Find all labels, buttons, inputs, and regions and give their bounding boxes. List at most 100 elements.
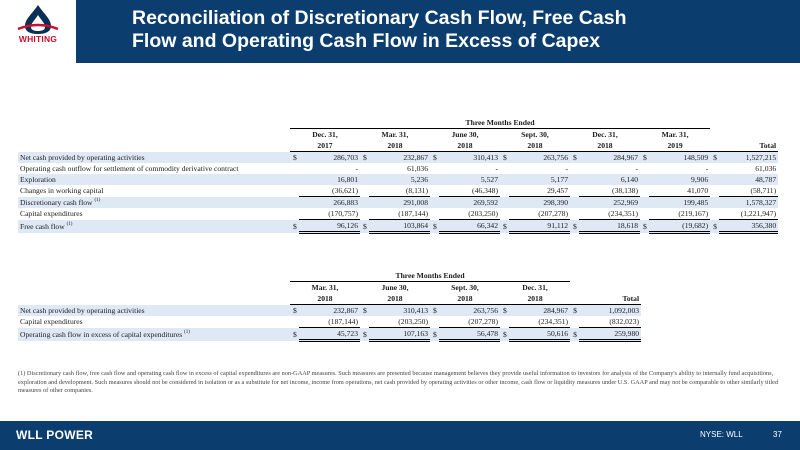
currency-symbol xyxy=(430,185,439,197)
currency-symbol: $ xyxy=(430,327,439,341)
table2-group-header-row: Three Months Ended xyxy=(18,270,641,282)
table-cell: (187,144) xyxy=(299,316,360,328)
currency-symbol xyxy=(360,185,369,197)
currency-symbol xyxy=(710,196,720,208)
currency-symbol xyxy=(360,208,369,220)
row-label-text: Discretionary cash flow xyxy=(20,197,93,207)
table-cell: (170,757) xyxy=(299,208,360,220)
currency-symbol xyxy=(430,208,439,220)
table2-col-year: 2018 xyxy=(430,293,500,305)
footnote-marker: (1) xyxy=(94,197,101,203)
currency-symbol xyxy=(710,174,720,185)
row-label: Net cash provided by operating activitie… xyxy=(18,304,290,316)
currency-symbol xyxy=(500,174,509,185)
currency-symbol xyxy=(290,196,299,208)
table2-col-header: Dec. 31, xyxy=(522,283,548,292)
currency-symbol: $ xyxy=(710,151,720,163)
table-row: Changes in working capital (36,621) (8,131… xyxy=(18,185,779,197)
table1-col-year: 2019 xyxy=(640,140,711,152)
currency-symbol xyxy=(570,174,579,185)
currency-symbol xyxy=(430,163,439,174)
currency-symbol: $ xyxy=(570,304,580,316)
table2-col-year: 2018 xyxy=(360,293,430,305)
title-line-1: Reconciliation of Discretionary Cash Flo… xyxy=(132,7,627,29)
currency-symbol xyxy=(640,196,649,208)
currency-symbol: $ xyxy=(360,304,369,316)
table-cell: 232,867 xyxy=(369,151,430,163)
table-cell: 284,967 xyxy=(579,151,640,163)
currency-symbol: $ xyxy=(500,151,509,163)
row-label-text: Net cash provided by operating activitie… xyxy=(20,152,145,162)
row-label-text: Capital expenditures xyxy=(20,317,83,327)
footnote: (1) Discretionary cash flow, free cash f… xyxy=(18,370,779,394)
table-cell: (219,167) xyxy=(649,208,711,220)
table-cell: (36,621) xyxy=(299,185,360,197)
currency-symbol xyxy=(290,185,299,197)
currency-symbol xyxy=(640,185,649,197)
table2-col-year: 2018 xyxy=(500,293,571,305)
currency-symbol xyxy=(360,196,369,208)
table1-col-header: Mar. 31, xyxy=(381,130,409,139)
discretionary-free-cash-flow-table: Three Months Ended Dec. 31, Mar. 31, Jun… xyxy=(18,117,779,234)
table-cell: - xyxy=(355,164,358,173)
table-cell: (207,278) xyxy=(509,208,570,220)
table2-col-year: 2018 xyxy=(290,293,360,305)
table2-group-header: Three Months Ended xyxy=(290,270,571,282)
currency-symbol xyxy=(360,174,369,185)
currency-symbol xyxy=(710,163,719,174)
currency-symbol xyxy=(500,185,509,197)
table2-col-header: June 30, xyxy=(381,283,409,292)
table-cell: 259,980 xyxy=(579,327,642,342)
currency-symbol xyxy=(710,185,719,197)
footnote-marker: (1) xyxy=(184,329,190,335)
currency-symbol xyxy=(570,185,579,197)
table1-group-header-row: Three Months Ended xyxy=(18,117,778,129)
row-label-text: Free cash flow xyxy=(20,221,65,231)
page-title: Reconciliation of Discretionary Cash Flo… xyxy=(132,7,772,53)
row-label: Capital expenditures xyxy=(18,208,290,220)
table-cell: 1,527,215 xyxy=(719,151,779,163)
table1-col-year: 2018 xyxy=(360,140,430,152)
table1-col-header: Mar. 31, xyxy=(661,130,689,139)
table-cell: 61,036 xyxy=(407,164,428,173)
table1-header-row-1: Dec. 31, Mar. 31, June 30, Sept. 30, Dec… xyxy=(18,129,778,141)
currency-symbol xyxy=(500,208,509,220)
table-cell: 6,140 xyxy=(579,174,640,185)
row-label-text: Net cash provided by operating activitie… xyxy=(20,305,145,315)
table2-col-header: Mar. 31, xyxy=(311,283,339,292)
table-row: Net cash provided by operating activitie… xyxy=(18,304,642,316)
table-cell: 232,867 xyxy=(299,304,360,316)
currency-symbol: $ xyxy=(290,327,299,341)
table-cell: (38,138) xyxy=(579,185,640,197)
table-cell: - xyxy=(705,164,709,173)
currency-symbol xyxy=(640,163,649,174)
currency-symbol xyxy=(360,316,369,328)
currency-symbol: $ xyxy=(570,151,579,163)
table-cell: (187,144) xyxy=(369,208,430,220)
table1-col-year: 2018 xyxy=(500,140,570,152)
row-label-text: Changes in working capital xyxy=(20,186,104,196)
row-label: Discretionary cash flow (1) xyxy=(18,196,290,208)
row-label-text: Exploration xyxy=(20,175,56,184)
table1-col-header: June 30, xyxy=(451,130,479,139)
currency-symbol xyxy=(570,316,579,328)
table-cell: 310,413 xyxy=(439,151,500,163)
table-cell: 9,906 xyxy=(649,174,711,185)
footnote-marker: (1) xyxy=(66,221,73,227)
table-cell: 286,703 xyxy=(299,151,360,163)
table-cell: 61,036 xyxy=(755,164,777,173)
currency-symbol: $ xyxy=(360,327,369,341)
table-cell: 66,342 xyxy=(439,219,500,234)
table-cell: 96,126 xyxy=(299,219,360,234)
table-cell: 199,485 xyxy=(649,196,711,208)
table-cell: (832,023) xyxy=(579,316,642,328)
row-label: Operating cash outflow for settlement of… xyxy=(18,163,290,174)
table-cell: 284,967 xyxy=(509,304,571,316)
footer-bar: WLL POWER NYSE: WLL 37 xyxy=(0,421,800,450)
table-cell: 48,787 xyxy=(719,174,779,185)
table1-col-header: Sept. 30, xyxy=(521,130,549,139)
currency-symbol: $ xyxy=(570,219,579,233)
currency-symbol xyxy=(290,208,299,220)
page-number: 37 xyxy=(773,430,782,439)
currency-symbol xyxy=(500,163,509,174)
